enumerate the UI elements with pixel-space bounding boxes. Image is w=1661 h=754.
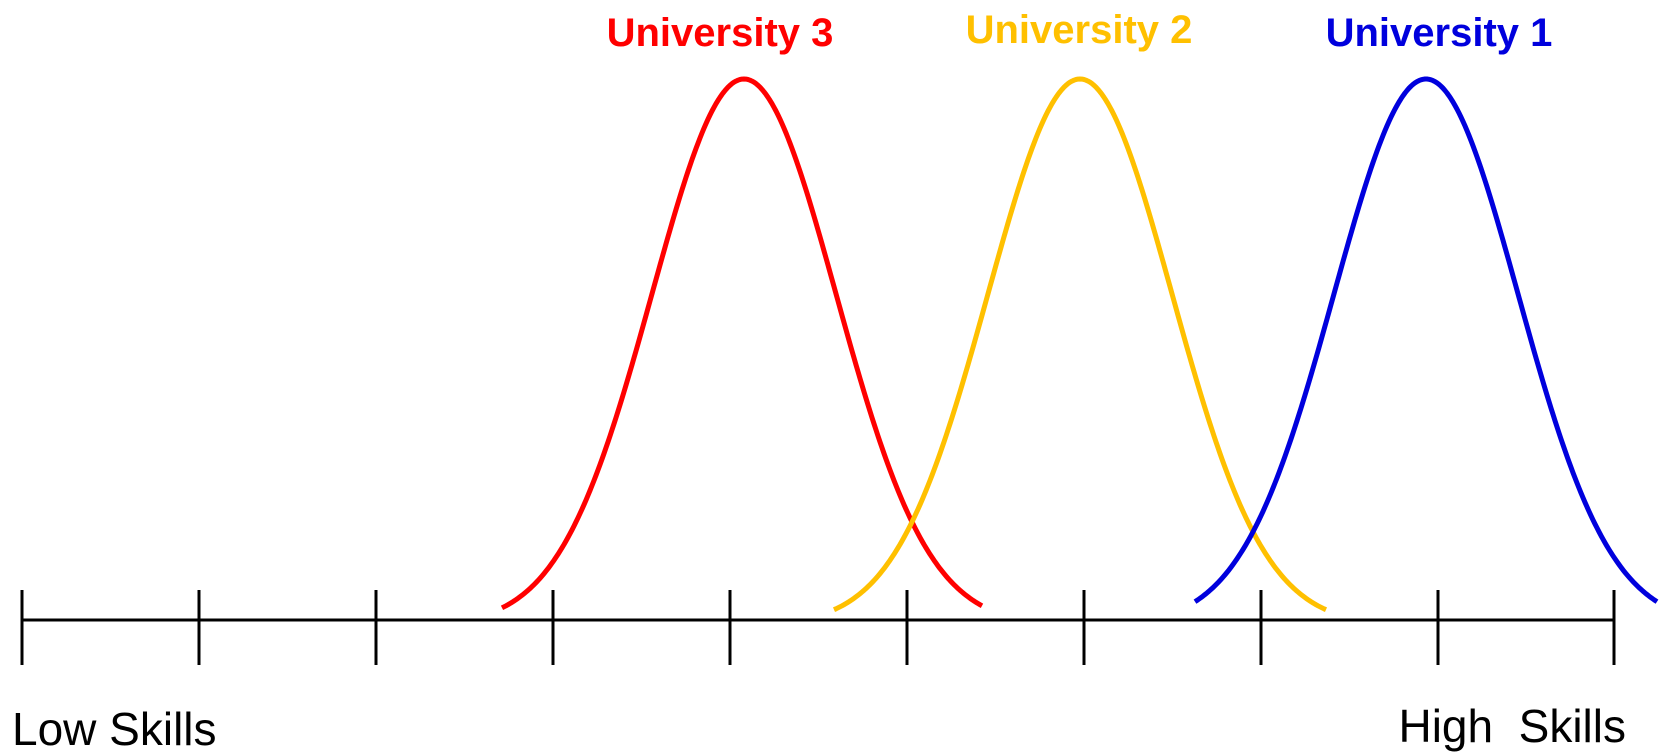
university-3-label: University 3 xyxy=(607,11,834,55)
university-2-curve xyxy=(832,76,1328,612)
high-skills-label: High Skills xyxy=(1398,700,1626,752)
university-3-curve xyxy=(500,76,984,611)
skills-axis xyxy=(20,590,1616,665)
university-2-label: University 2 xyxy=(966,8,1193,52)
low-skills-label: Low Skills xyxy=(12,703,217,754)
university-1-label: University 1 xyxy=(1326,11,1553,55)
university-1-curve xyxy=(1193,76,1659,604)
